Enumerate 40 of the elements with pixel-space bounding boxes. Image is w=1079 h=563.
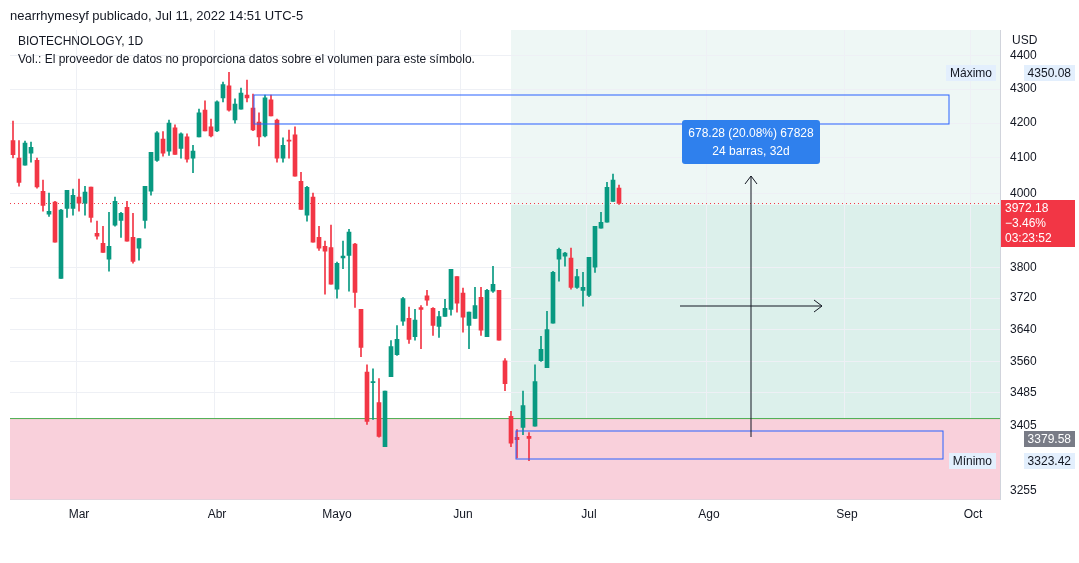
x-tick-label: Ago (698, 507, 720, 522)
x-tick-label: Sep (836, 507, 858, 522)
x-tick-label: Mar (68, 507, 90, 522)
candlestick (94, 220, 100, 240)
text: 3379.58 (1023, 431, 1075, 447)
annotation: Máximo (945, 65, 996, 81)
candlestick (322, 240, 328, 295)
y-axis-title: USD (1012, 33, 1038, 47)
candlestick (418, 305, 424, 349)
y-tick-label: 3560 (1010, 353, 1038, 368)
y-tick-label: 3255 (1010, 483, 1038, 498)
text: Vol.: El proveedor de datos no proporciona datos sobre el volumen para este símbolo. (18, 52, 475, 66)
chart-title: BIOTECHNOLOGY, 1D (18, 34, 144, 48)
y-tick-label: 3720 (1010, 290, 1038, 305)
y-tick-label: 3640 (1010, 321, 1038, 336)
ref-line-label: 3972.18 (1004, 201, 1050, 217)
x-tick-label: Abr (207, 507, 227, 522)
y-tick-label: 4300 (1010, 81, 1038, 96)
y-tick-label: 4200 (1010, 115, 1038, 130)
annotation: Mínimo (948, 453, 996, 469)
x-tick-label: Mayo (322, 507, 352, 522)
y-tick-label: 3800 (1010, 259, 1038, 274)
x-tick-label: Jun (453, 507, 473, 522)
measure-tooltip: 678.28 (20.08%) 67828 24 barras, 32d (682, 120, 820, 164)
candlestick (526, 432, 532, 462)
y-tick-label: 4100 (1010, 150, 1038, 165)
candlestick (580, 272, 586, 307)
y-tick-label: 3405 (1010, 418, 1038, 433)
y-tick-label: 4400 (1010, 48, 1038, 63)
text: 03:23:52 (1004, 231, 1053, 247)
text: −3.46% (1004, 216, 1048, 232)
x-tick-label: Jul (581, 507, 597, 522)
y-tick-label: 3485 (1010, 384, 1038, 399)
annotation: 24 barras, 32d (711, 143, 791, 160)
y-tick-label: 4000 (1010, 185, 1038, 200)
text: 4350.08 (1023, 65, 1075, 81)
annotation: 678.28 (20.08%) 67828 (687, 125, 815, 142)
text: nearrhymesyf publicado, Jul 11, 2022 14:51 UTC-5 (10, 8, 304, 23)
x-tick-label: Oct (963, 507, 983, 522)
text: 3323.42 (1023, 453, 1075, 469)
